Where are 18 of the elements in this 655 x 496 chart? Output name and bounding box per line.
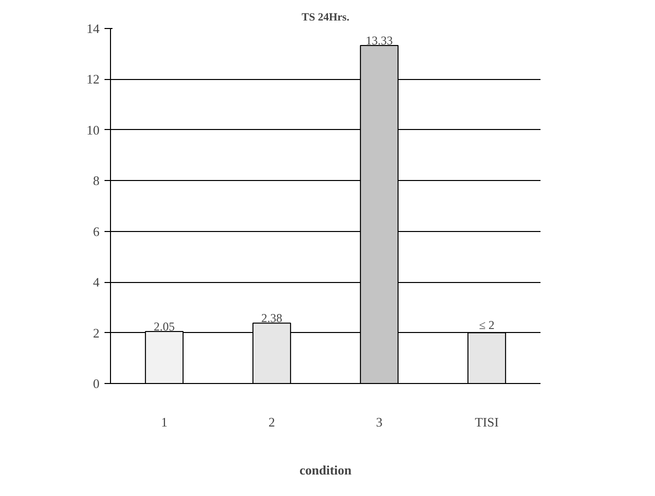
chart-title: TS 24Hrs. [302, 12, 350, 24]
data-label: 2.38 [261, 311, 282, 326]
y-tick-label: 4 [93, 274, 100, 290]
y-tick-label: 8 [93, 173, 100, 188]
data-label: ≤ 2 [478, 318, 495, 332]
y-tick-label: 0 [93, 376, 100, 391]
x-tick-label: 2 [268, 414, 275, 430]
data-label: 2.05 [154, 320, 175, 334]
x-tick-label: 1 [161, 414, 168, 430]
y-tick-label: 6 [93, 224, 100, 239]
x-axis-title: condition [299, 462, 352, 478]
y-tick-label: 10 [86, 122, 100, 138]
data-label: 13.33 [366, 33, 393, 48]
x-tick-label: TISI [474, 414, 499, 430]
x-tick-label: 3 [376, 414, 382, 430]
y-tick-label: 12 [86, 72, 100, 87]
y-tick-label: 14 [86, 21, 100, 36]
y-tick-label: 2 [93, 325, 100, 340]
